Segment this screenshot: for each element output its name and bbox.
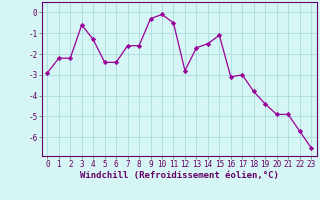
X-axis label: Windchill (Refroidissement éolien,°C): Windchill (Refroidissement éolien,°C) — [80, 171, 279, 180]
